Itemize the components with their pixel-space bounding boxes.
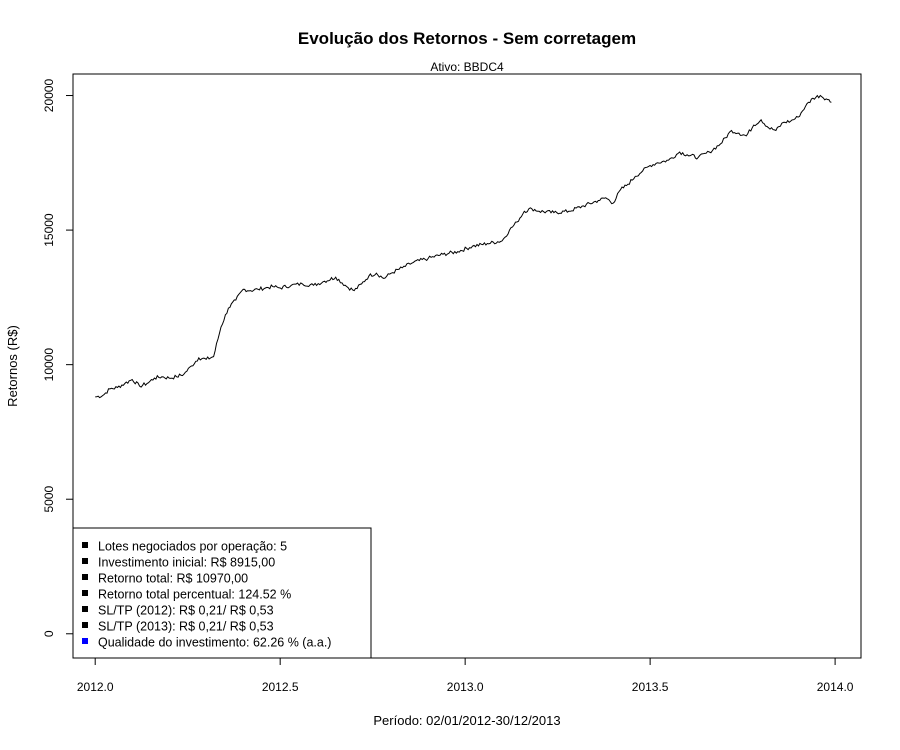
legend-entry: Retorno total: R$ 10970,00 <box>98 572 248 586</box>
y-tick-label: 20000 <box>42 79 56 113</box>
x-tick-label: 2012.5 <box>262 680 299 694</box>
legend: Lotes negociados por operação: 5 Investim… <box>72 527 372 659</box>
y-tick-label: 15000 <box>42 213 56 247</box>
x-tick-label: 2012.0 <box>77 680 114 694</box>
legend-entry: SL/TP (2013): R$ 0,21/ R$ 0,53 <box>98 620 274 634</box>
legend-marker <box>82 638 88 644</box>
y-tick-label: 0 <box>42 630 56 637</box>
legend-marker <box>82 606 88 612</box>
legend-box <box>72 527 372 659</box>
x-tick-label: 2013.0 <box>447 680 484 694</box>
legend-marker <box>82 558 88 564</box>
legend-marker <box>82 622 88 628</box>
y-tick-label: 5000 <box>42 486 56 513</box>
legend-marker <box>82 542 88 548</box>
chart-subtitle: Ativo: BBDC4 <box>430 60 504 74</box>
series-layer <box>95 94 832 399</box>
x-axis: 2012.0 2012.5 2013.0 2013.5 2014.0 <box>77 657 854 694</box>
legend-entry: Lotes negociados por operação: 5 <box>98 540 287 554</box>
legend-marker <box>82 574 88 580</box>
x-tick-label: 2014.0 <box>817 680 854 694</box>
legend-entry: Investimento inicial: R$ 8915,00 <box>98 556 275 570</box>
legend-marker <box>82 590 88 596</box>
legend-entry: Retorno total percentual: 124.52 % <box>98 588 291 602</box>
legend-entry: Qualidade do investimento: 62.26 % (a.a.… <box>98 636 331 650</box>
returns-series-line <box>95 94 832 399</box>
y-tick-label: 10000 <box>42 348 56 382</box>
legend-entry: SL/TP (2012): R$ 0,21/ R$ 0,53 <box>98 604 274 618</box>
x-axis-label: Período: 02/01/2012-30/12/2013 <box>373 713 560 728</box>
chart-title: Evolução dos Retornos - Sem corretagem <box>298 29 636 48</box>
x-tick-label: 2013.5 <box>632 680 669 694</box>
y-axis-label: Retornos (R$) <box>5 325 20 407</box>
y-axis: 0 5000 10000 15000 20000 <box>42 79 74 637</box>
